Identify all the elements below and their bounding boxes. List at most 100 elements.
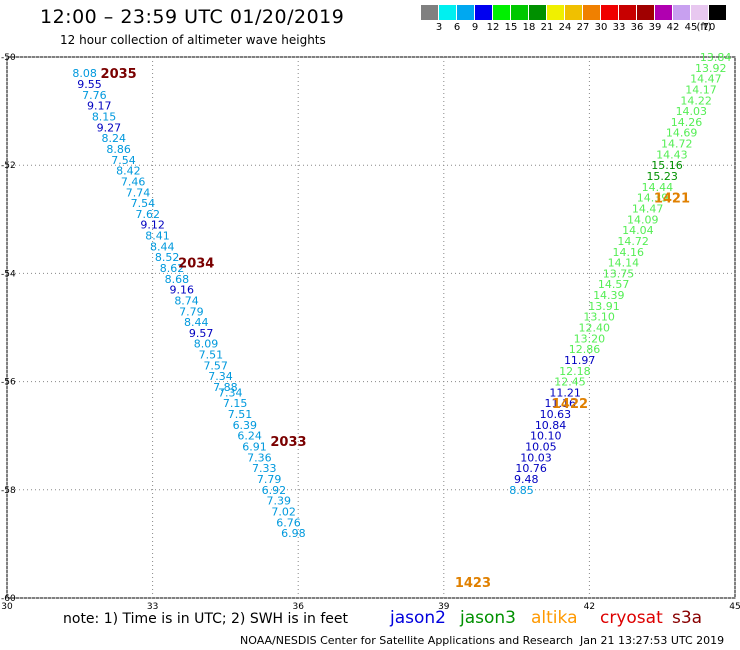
wave-height-value: 7.54	[131, 197, 156, 210]
wave-height-value: 9.57	[189, 327, 214, 340]
wave-height-value: 15.23	[646, 170, 678, 183]
legend-label: 27	[576, 22, 590, 33]
legend-swatch	[547, 5, 564, 20]
wave-height-value: 7.39	[267, 495, 292, 508]
wave-height-value: 14.14	[608, 257, 640, 270]
wave-height-value: 14.09	[627, 213, 659, 226]
wave-height-value: 7.02	[271, 505, 296, 518]
wave-height-value: 6.24	[237, 430, 262, 443]
wave-height-value: 6.92	[262, 484, 287, 497]
wave-height-value: 8.68	[165, 273, 190, 286]
legend-label: 70	[702, 22, 716, 33]
wave-height-value: 10.10	[530, 430, 562, 443]
wave-height-value: 8.44	[184, 316, 209, 329]
wave-height-value: 7.46	[121, 175, 146, 188]
wave-height-value: 9.55	[77, 78, 102, 91]
wave-height-value: 13.84	[700, 51, 732, 64]
lat-label: -50	[1, 53, 16, 63]
wave-height-value: 9.48	[514, 473, 539, 486]
wave-height-value: 12.45	[554, 376, 586, 389]
satellite-name: jason2	[390, 608, 446, 628]
wave-height-value: 8.24	[102, 132, 127, 145]
legend-label: 3	[435, 22, 443, 33]
pass-label: 2035	[101, 67, 137, 82]
legend-label: 21	[540, 22, 554, 33]
wave-height-value: 8.85	[509, 484, 534, 497]
wave-height-value: 10.76	[515, 462, 547, 475]
legend-label: 12	[486, 22, 500, 33]
wave-height-value: 14.39	[637, 192, 669, 205]
pass-label: 1421	[654, 192, 690, 207]
legend-label: 36	[630, 22, 644, 33]
wave-height-value: 8.44	[150, 240, 175, 253]
wave-height-value: 7.51	[199, 349, 224, 362]
wave-height-value: 14.22	[680, 94, 712, 107]
wave-height-value: 8.09	[194, 338, 219, 351]
wave-height-value: 8.74	[174, 294, 199, 307]
legend-swatch	[475, 5, 492, 20]
pass-label: 2033	[270, 435, 306, 450]
legend-swatch	[601, 5, 618, 20]
wave-height-value: 13.92	[695, 62, 727, 75]
wave-height-value: 8.08	[72, 67, 97, 80]
wave-height-value: 7.79	[257, 473, 282, 486]
lon-label: 45	[729, 602, 740, 610]
wave-height-value: 14.69	[666, 127, 698, 140]
wave-height-value: 14.47	[632, 202, 664, 215]
wave-height-value: 7.88	[213, 381, 238, 394]
wave-height-value: 7.57	[203, 359, 228, 372]
lat-label: -52	[1, 161, 16, 171]
wave-height-value: 14.72	[617, 235, 649, 248]
wave-height-value: 13.91	[588, 300, 620, 313]
wave-height-value: 8.86	[106, 143, 131, 156]
wave-height-value: 11.16	[545, 397, 577, 410]
wave-height-value: 14.47	[690, 73, 722, 86]
wave-height-value: 7.36	[247, 451, 272, 464]
wave-height-value: 13.20	[574, 332, 606, 345]
legend-label: 33	[612, 22, 626, 33]
wave-height-value: 7.62	[135, 208, 160, 221]
wave-height-value: 6.76	[276, 516, 301, 529]
legend-swatch	[637, 5, 654, 20]
legend-swatch	[511, 5, 528, 20]
lat-label: -60	[1, 594, 16, 604]
wave-height-value: 14.16	[612, 246, 644, 259]
wave-height-value: 12.86	[569, 343, 601, 356]
legend-swatch	[529, 5, 546, 20]
satellite-name: altika	[531, 608, 578, 628]
wave-height-value: 10.84	[535, 419, 567, 432]
wave-height-value: 7.79	[179, 305, 204, 318]
wave-height-value: 10.03	[520, 451, 552, 464]
wave-height-value: 14.39	[593, 289, 625, 302]
wave-height-value: 14.44	[642, 181, 674, 194]
wave-height-value: 14.26	[671, 116, 703, 129]
wave-height-value: 6.91	[242, 441, 267, 454]
lon-label: 33	[147, 602, 158, 610]
legend-swatch	[493, 5, 510, 20]
legend-label: 39	[648, 22, 662, 33]
wave-height-value: 13.75	[603, 267, 635, 280]
wave-height-value: 10.05	[525, 441, 557, 454]
legend-swatch	[457, 5, 474, 20]
legend-label: 45	[684, 22, 698, 33]
legend-swatch	[565, 5, 582, 20]
lon-label: 39	[438, 602, 450, 610]
pass-label: 1423	[455, 576, 491, 591]
satellite-name: jason3	[460, 608, 516, 628]
lon-label: 30	[1, 602, 13, 610]
pass-label: 2034	[178, 257, 214, 272]
lat-label: -54	[1, 269, 16, 279]
legend-swatch	[655, 5, 672, 20]
wave-height-value: 8.42	[116, 165, 141, 178]
wave-height-value: 7.76	[82, 89, 107, 102]
wave-height-value: 14.57	[598, 278, 630, 291]
satellite-name: s3a	[672, 608, 703, 628]
wave-height-value: 13.10	[583, 311, 615, 324]
wave-height-value: 12.40	[579, 322, 611, 335]
wave-height-value: 8.62	[160, 262, 185, 275]
wave-height-value: 6.39	[233, 419, 258, 432]
wave-height-value: 7.34	[218, 386, 243, 399]
legend-swatch	[691, 5, 708, 20]
legend-swatch	[709, 5, 726, 20]
